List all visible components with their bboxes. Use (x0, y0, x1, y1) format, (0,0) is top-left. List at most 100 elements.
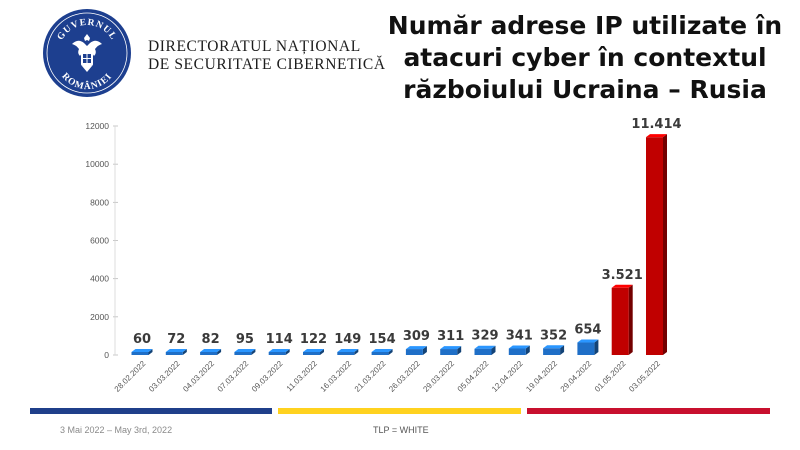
x-tick-label: 26.03.2022 (387, 359, 422, 394)
x-tick-label: 01.05.2022 (593, 359, 628, 394)
bar-side (320, 349, 324, 355)
data-label: 3.521 (602, 268, 643, 283)
footer-date: 3 Mai 2022 – May 3rd, 2022 (60, 425, 173, 435)
bar (165, 352, 183, 355)
bar-side (251, 349, 256, 355)
bar (303, 352, 320, 355)
data-label: 309 (403, 329, 430, 344)
bar-top (474, 345, 496, 349)
bar (200, 352, 218, 355)
x-tick-label: 16.03.2022 (319, 359, 354, 394)
organization-name: DIRECTORATUL NAȚIONAL DE SECURITATE CIBE… (148, 38, 386, 74)
bar-top (646, 134, 667, 138)
data-label: 122 (300, 332, 327, 347)
data-label: 329 (471, 329, 498, 344)
bar-side (663, 134, 667, 355)
y-tick-label: 10000 (85, 159, 109, 169)
bar-side (285, 349, 290, 355)
bar-side (560, 345, 565, 355)
y-tick-label: 12000 (85, 121, 109, 131)
bar (577, 342, 595, 355)
data-label: 60 (133, 332, 151, 347)
x-tick-label: 03.03.2022 (147, 359, 182, 394)
x-tick-label: 07.03.2022 (216, 359, 251, 394)
org-name-line-2: DE SECURITATE CIBERNETICĂ (148, 56, 386, 73)
data-label: 114 (266, 332, 293, 347)
bar-chart: 0 2000 4000 6000 8000 10000 12000 60 28.02.2022 7… (85, 117, 681, 394)
bar-side (148, 349, 153, 355)
bar-side (388, 349, 393, 355)
bar-top (131, 349, 153, 352)
bar (508, 348, 526, 355)
bar-top (303, 349, 324, 352)
bar-top (405, 346, 427, 350)
data-label: 149 (334, 332, 361, 347)
y-tick-label: 2000 (90, 312, 109, 322)
bar-top (234, 349, 256, 352)
x-tick-label: 21.03.2022 (353, 359, 388, 394)
bar-side (628, 284, 633, 355)
bar (131, 352, 149, 355)
bar-top (337, 349, 359, 352)
bar (474, 348, 492, 355)
x-tick-label: 04.03.2022 (181, 359, 216, 394)
bar (440, 349, 458, 355)
flag-stripe-yellow (278, 408, 521, 414)
data-label: 82 (202, 332, 220, 347)
bar (371, 352, 389, 355)
x-tick-label: 12.04.2022 (490, 359, 525, 394)
bar-side (594, 339, 599, 355)
data-label: 352 (540, 328, 567, 343)
bar-side (457, 346, 462, 355)
bar-top (543, 345, 565, 349)
chart-title: Număr adrese IP utilizate în atacuri cyb… (380, 10, 790, 106)
x-tick-label: 09.03.2022 (250, 359, 285, 394)
bar (646, 137, 663, 355)
x-tick-label: 03.05.2022 (627, 359, 662, 394)
bar-side (491, 345, 496, 355)
data-label: 72 (167, 332, 185, 347)
bar (337, 352, 355, 355)
footer-tlp: TLP = WHITE (373, 425, 429, 435)
bar-top (508, 345, 530, 349)
data-label: 95 (236, 332, 254, 347)
x-tick-label: 28.02.2022 (113, 359, 148, 394)
x-tick-label: 05.04.2022 (456, 359, 491, 394)
government-seal-logo: GUVERNUL ROMÂNIEI (43, 9, 131, 97)
bar-top (268, 349, 290, 352)
bar (543, 348, 561, 355)
data-label: 311 (437, 329, 464, 344)
y-tick-label: 6000 (90, 236, 109, 246)
y-tick-label: 8000 (90, 197, 109, 207)
chart-title-line-1: Număr adrese IP utilizate în (387, 11, 783, 40)
bar (234, 352, 252, 355)
data-label: 654 (574, 323, 601, 338)
bar (611, 287, 629, 355)
chart-title-line-3: războiului Ucraina – Rusia (403, 75, 767, 104)
x-tick-label: 29.04.2022 (559, 359, 594, 394)
chart-title-line-2: atacuri cyber în contextul (403, 43, 767, 72)
data-label: 11.414 (631, 117, 681, 132)
flag-stripe-red (527, 408, 770, 414)
bar-top (577, 339, 599, 343)
data-label: 341 (506, 328, 533, 343)
bar-side (217, 349, 222, 355)
bar-side (354, 349, 359, 355)
flag-stripe-blue (30, 408, 272, 414)
data-label: 154 (369, 332, 396, 347)
y-tick-label: 4000 (90, 274, 109, 284)
x-tick-label: 29.03.2022 (421, 359, 456, 394)
bar-top (611, 284, 633, 288)
bar (268, 352, 286, 355)
bar-top (371, 349, 393, 352)
bar-side (422, 346, 427, 355)
x-tick-label: 19.04.2022 (524, 359, 559, 394)
bar-side (525, 345, 530, 355)
bar-top (440, 346, 462, 350)
bar-side (182, 349, 187, 355)
x-tick-label: 11.03.2022 (285, 359, 320, 394)
y-tick-label: 0 (104, 350, 109, 360)
org-name-line-1: DIRECTORATUL NAȚIONAL (148, 38, 361, 55)
bar (405, 349, 423, 355)
bar-top (200, 349, 222, 352)
